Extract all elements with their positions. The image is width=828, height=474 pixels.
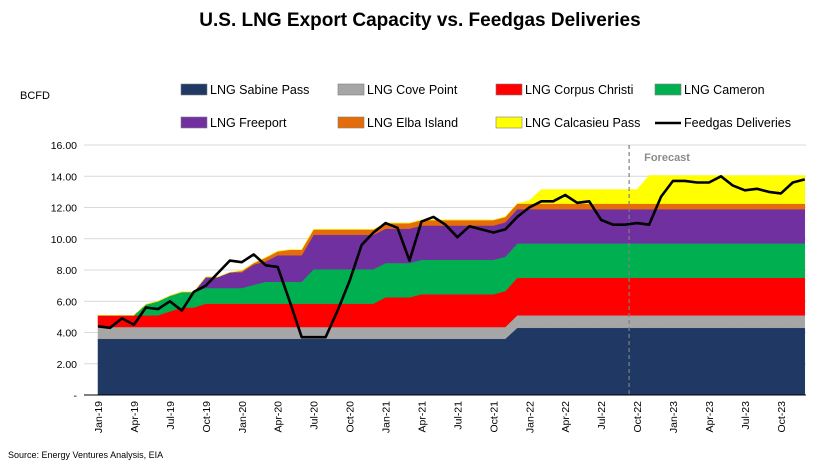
legend-swatch [495,116,523,129]
x-tick-label: Jan-21 [381,401,393,433]
y-tick-label: 8.00 [57,265,78,277]
x-tick-label: Jan-19 [93,401,105,433]
x-tick-label: Jan-23 [668,401,680,433]
feedgas-line-layer [97,175,806,339]
legend-label: LNG Freeport [210,116,287,130]
x-tick-label: Apr-23 [704,401,716,433]
y-tick-label: 2.00 [57,359,78,371]
x-tick-label: Oct-22 [632,401,644,433]
legend-label: LNG Elba Island [367,116,458,130]
legend-swatch [337,83,365,96]
chart-title: U.S. LNG Export Capacity vs. Feedgas Del… [199,10,640,31]
x-tick-label: Jul-21 [452,401,464,430]
legend-swatch [495,83,523,96]
y-axis-unit-label: BCFD [20,90,50,102]
legend-label: LNG Cove Point [367,83,458,97]
y-tick-label: 16.00 [51,140,77,152]
legend-label: LNG Calcasieu Pass [525,116,640,130]
forecast-marker: Forecast [628,145,690,395]
legend: LNG Sabine Pass LNG Cove Point LNG Corpus … [180,83,791,130]
x-tick-label: Jan-20 [237,401,249,433]
y-tick-label: 6.00 [57,296,78,308]
x-tick-label: Jul-22 [596,401,608,430]
legend-swatch [180,83,208,96]
y-tick-label: 4.00 [57,328,78,340]
x-tick-label: Oct-19 [201,401,213,433]
legend-label: Feedgas Deliveries [684,116,791,130]
legend-swatch [654,83,682,96]
x-axis: Jan-19 Apr-19 Jul-19 Oct-19 Jan-20 Apr-20 Jul-… [84,394,806,433]
y-tick-label: 12.00 [51,203,77,215]
x-tick-label: Apr-22 [560,401,572,433]
x-tick-label: Oct-23 [776,401,788,433]
x-tick-label: Apr-21 [417,401,429,433]
legend-label: LNG Cameron [684,83,765,97]
x-tick-label: Jul-23 [740,401,752,430]
area-lng-calcasieu-pass [98,175,806,316]
x-tick-label: Apr-20 [273,401,285,433]
plot-area: Forecast 16.00 14.00 12.00 10.00 8.00 6.00 4.0… [51,140,806,433]
y-tick-label: 14.00 [51,171,77,183]
legend-label: LNG Sabine Pass [210,83,309,97]
legend-swatch [180,116,208,129]
x-tick-label: Apr-19 [129,401,141,433]
feedgas-deliveries-line [97,175,806,339]
source-note: Source: Energy Ventures Analysis, EIA [8,450,163,460]
x-tick-label: Jan-22 [524,401,536,433]
x-tick-label: Jul-20 [309,401,321,430]
x-tick-label: Oct-21 [488,401,500,433]
legend-label: LNG Corpus Christi [525,83,633,97]
y-tick-label: 10.00 [51,234,77,246]
stacked-areas [97,175,806,396]
legend-swatch [337,116,365,129]
x-tick-label: Oct-20 [345,401,357,433]
forecast-label: Forecast [644,152,690,164]
y-tick-label: - [74,390,78,402]
y-axis: 16.00 14.00 12.00 10.00 8.00 6.00 4.00 2.00 - [51,140,78,402]
x-tick-label: Jul-19 [165,401,177,430]
